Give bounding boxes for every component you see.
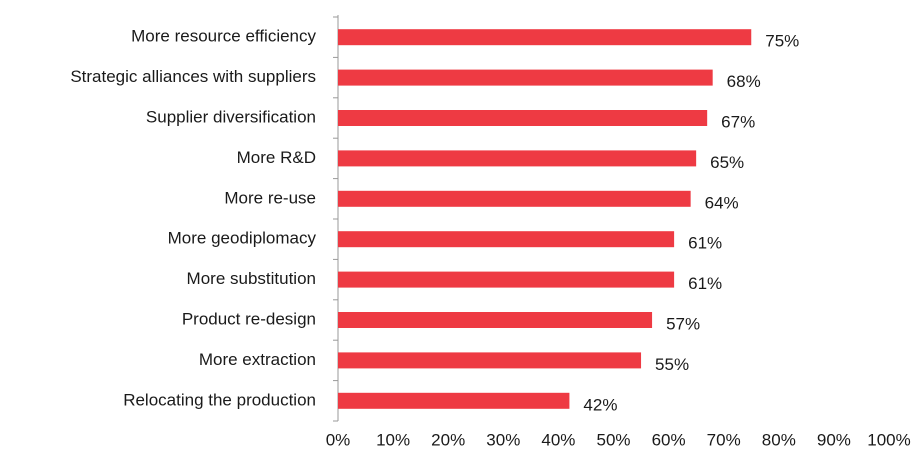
data-label: 64% [705, 193, 739, 212]
data-label: 61% [688, 274, 722, 293]
y-tick-label: Supplier diversification [146, 107, 316, 126]
bar [338, 312, 653, 328]
bar [338, 392, 570, 409]
data-label: 42% [583, 395, 617, 414]
data-label: 67% [721, 112, 755, 131]
data-label: 57% [666, 314, 700, 333]
data-label: 65% [710, 153, 744, 172]
bar [338, 29, 752, 46]
y-tick-label: More re-use [224, 188, 316, 207]
x-tick-label: 10% [376, 430, 410, 449]
y-tick-label: More resource efficiency [131, 27, 316, 46]
y-tick-label: More extraction [199, 350, 316, 369]
x-tick-label: 60% [652, 430, 686, 449]
data-label: 61% [688, 234, 722, 253]
y-tick-label: More R&D [237, 148, 316, 167]
x-tick-label: 100% [867, 430, 910, 449]
bar [338, 231, 675, 248]
bar [338, 271, 675, 288]
y-tick-label: More substitution [187, 269, 316, 288]
x-tick-label: 30% [486, 430, 520, 449]
x-tick-label: 90% [817, 430, 851, 449]
bar [338, 352, 642, 369]
bar [338, 110, 708, 126]
y-tick-label: Strategic alliances with suppliers [70, 67, 316, 86]
bar [338, 69, 713, 86]
bar [338, 150, 697, 167]
data-label: 55% [655, 355, 689, 374]
bar [338, 190, 691, 207]
x-tick-label: 20% [431, 430, 465, 449]
y-tick-label: Product re-design [182, 309, 316, 328]
y-tick-label: More geodiplomacy [168, 229, 317, 248]
y-tick-label: Relocating the production [123, 390, 316, 409]
x-tick-label: 0% [326, 430, 351, 449]
data-label: 68% [727, 72, 761, 91]
x-tick-label: 70% [707, 430, 741, 449]
data-label: 75% [765, 32, 799, 51]
x-tick-label: 40% [541, 430, 575, 449]
x-tick-label: 80% [762, 430, 796, 449]
x-tick-label: 50% [596, 430, 630, 449]
